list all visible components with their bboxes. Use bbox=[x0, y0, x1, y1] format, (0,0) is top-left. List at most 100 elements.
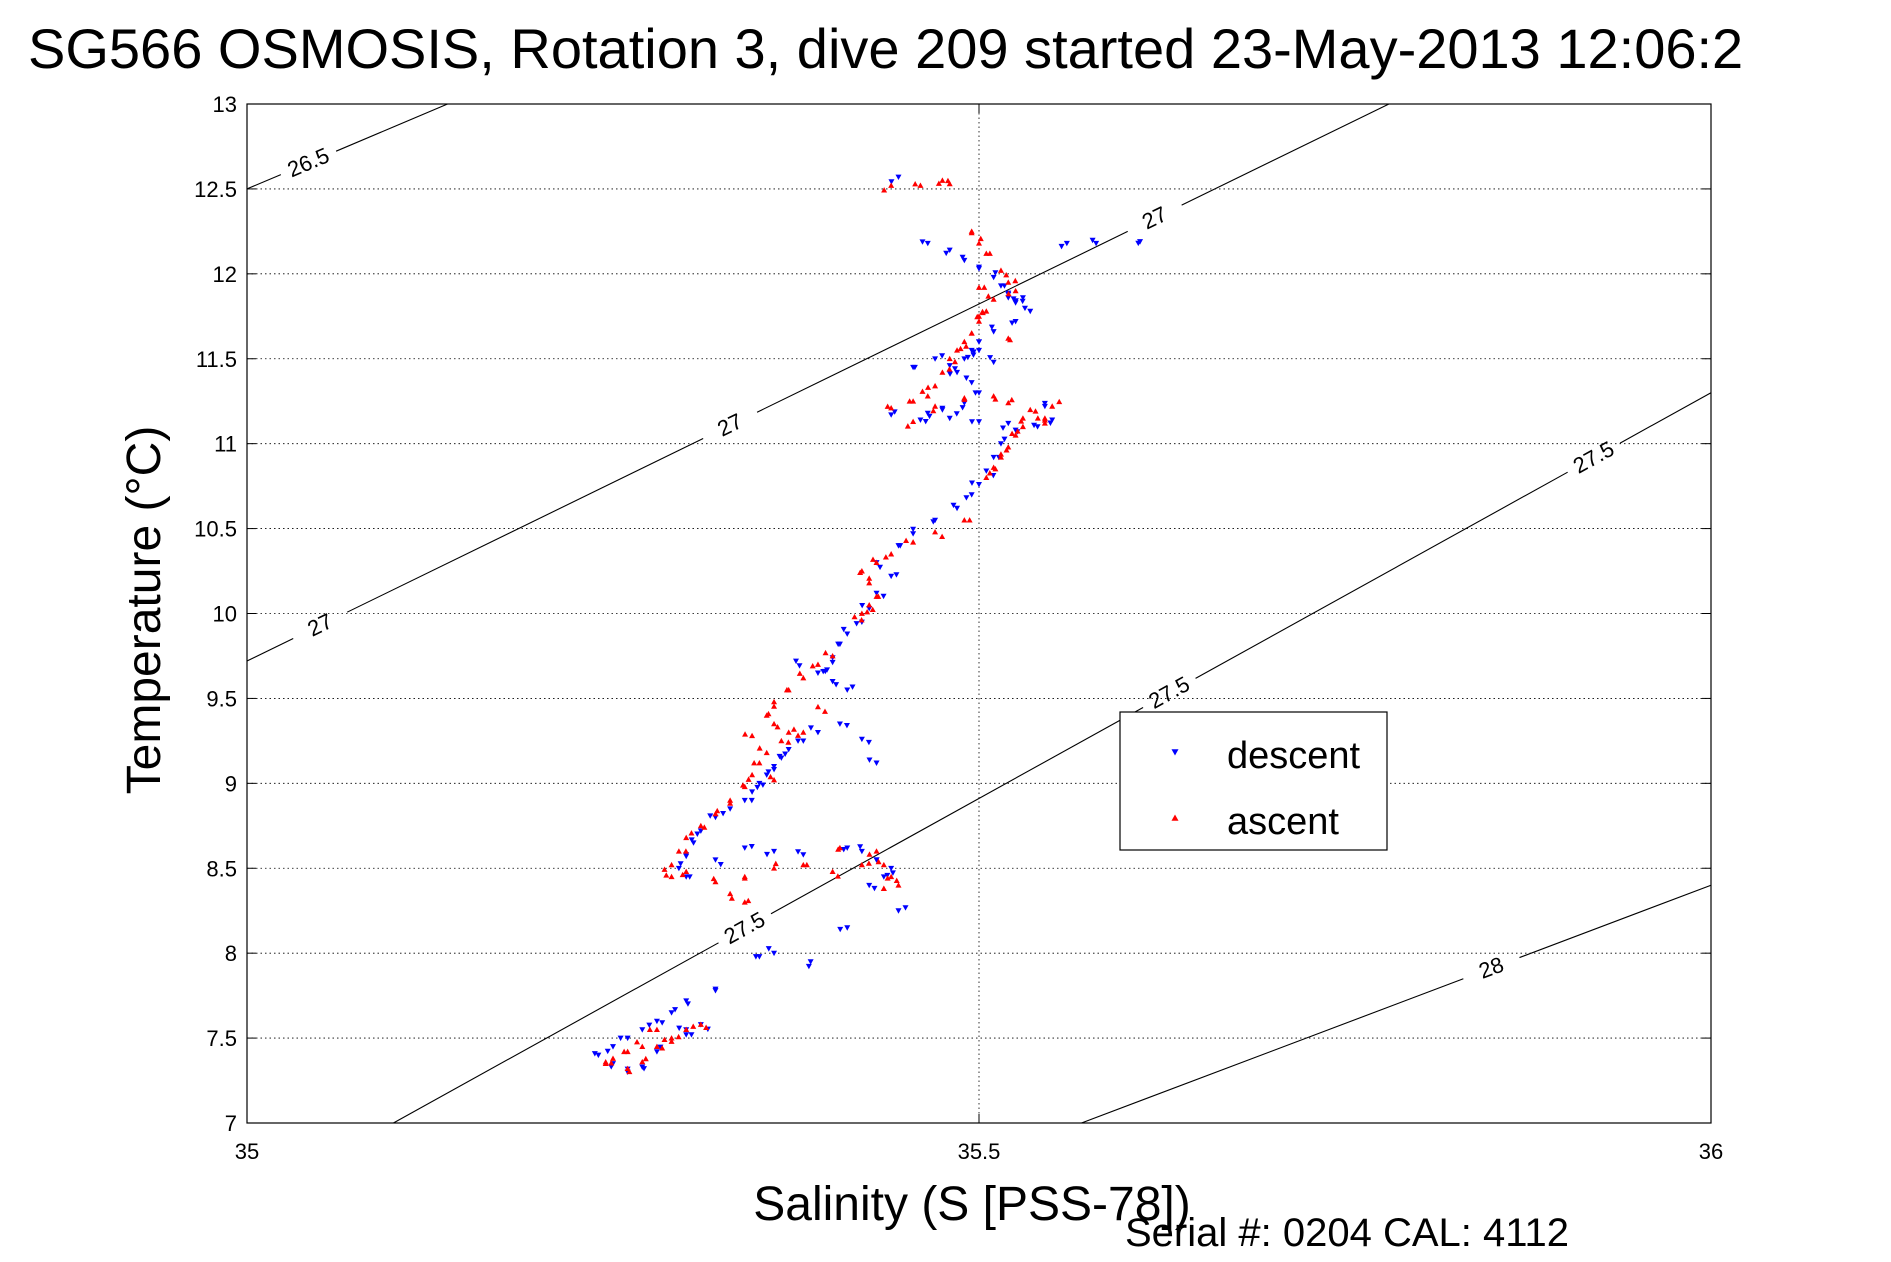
ascent-point bbox=[712, 878, 719, 885]
descent-point bbox=[849, 684, 856, 690]
ascent-point bbox=[727, 797, 734, 803]
descent-point bbox=[829, 659, 836, 666]
ascent-point bbox=[814, 661, 821, 667]
descent-point bbox=[859, 602, 866, 609]
ascent-point bbox=[977, 235, 984, 242]
legend-label-ascent: ascent bbox=[1227, 801, 1339, 843]
ascent-point bbox=[985, 293, 992, 299]
ascent-point bbox=[741, 875, 748, 881]
descent-point bbox=[672, 1007, 679, 1013]
ascent-point bbox=[626, 1068, 633, 1075]
serial-cal-footer: Serial #: 0204 CAL: 4112 bbox=[1125, 1211, 1569, 1255]
ascent-point bbox=[790, 726, 797, 732]
ascent-point bbox=[882, 554, 889, 560]
ascent-point bbox=[866, 579, 873, 586]
ascent-point bbox=[663, 872, 670, 878]
density-contour-line bbox=[1519, 884, 1712, 959]
descent-point bbox=[930, 519, 937, 525]
descent-point bbox=[591, 1051, 598, 1057]
descent-point bbox=[1058, 243, 1065, 250]
descent-point bbox=[988, 324, 995, 330]
descent-point bbox=[997, 441, 1004, 447]
density-contour-line bbox=[346, 438, 704, 613]
y-tick-label: 7.5 bbox=[206, 1026, 237, 1051]
ascent-point bbox=[783, 686, 790, 693]
descent-point bbox=[895, 174, 902, 181]
descent-point bbox=[968, 380, 975, 386]
descent-point bbox=[805, 963, 812, 970]
descent-point bbox=[688, 837, 695, 843]
descent-point bbox=[919, 239, 926, 245]
ascent-point bbox=[957, 345, 964, 352]
ascent-point bbox=[653, 1043, 660, 1049]
ascent-point bbox=[925, 384, 932, 390]
descent-point bbox=[707, 813, 714, 819]
density-contour-line bbox=[246, 174, 282, 190]
ascent-point bbox=[976, 240, 982, 246]
descent-point bbox=[976, 482, 982, 488]
density-contour-line bbox=[1195, 471, 1568, 679]
ascent-point bbox=[968, 330, 975, 336]
descent-point bbox=[741, 845, 748, 851]
descent-point bbox=[754, 784, 761, 791]
descent-point bbox=[990, 454, 997, 461]
descent-point bbox=[954, 505, 961, 512]
ascent-point bbox=[749, 771, 756, 778]
ascent-point bbox=[1008, 396, 1015, 403]
y-tick-label: 9 bbox=[225, 771, 237, 796]
descent-point bbox=[683, 853, 690, 860]
ascent-point bbox=[1027, 406, 1034, 413]
descent-point bbox=[866, 882, 873, 889]
descent-point bbox=[924, 240, 931, 247]
legend-marker-ascent-glyph bbox=[1171, 814, 1179, 821]
ascent-point bbox=[858, 861, 865, 868]
descent-point bbox=[639, 1027, 646, 1033]
descent-point bbox=[748, 843, 755, 850]
descent-point bbox=[932, 356, 939, 362]
descent-point bbox=[807, 725, 814, 731]
ascent-point bbox=[668, 1038, 675, 1044]
ascent-point bbox=[703, 1024, 710, 1030]
axis-ticks: 35 35.5 36 7 7.5 8 8.5 9 9.5 10 10.5 11 11.5 12 12.5 13 bbox=[194, 92, 1723, 1164]
descent-point bbox=[946, 247, 953, 254]
ascent-point bbox=[895, 882, 902, 888]
descent-point bbox=[888, 412, 895, 418]
descent-point bbox=[820, 669, 827, 675]
contour-label: 27.5 bbox=[1144, 671, 1194, 714]
ascent-point bbox=[1032, 408, 1039, 414]
ascent-point bbox=[795, 732, 802, 738]
descent-point bbox=[959, 405, 966, 411]
descent-point bbox=[840, 846, 847, 853]
ascent-point bbox=[880, 861, 887, 868]
ascent-point bbox=[774, 723, 781, 730]
contour-label: 27.5 bbox=[1569, 436, 1619, 479]
ascent-point bbox=[1041, 417, 1048, 423]
descent-point bbox=[720, 810, 727, 817]
ascent-point bbox=[888, 551, 895, 557]
descent-point bbox=[814, 670, 821, 676]
descent-point bbox=[853, 621, 860, 627]
ascent-point bbox=[749, 732, 756, 739]
ascent-point bbox=[829, 652, 836, 659]
ascent-point bbox=[796, 670, 803, 676]
y-tick-label: 12 bbox=[213, 262, 237, 287]
descent-point bbox=[712, 986, 719, 993]
ascent-point bbox=[668, 873, 675, 880]
descent-point bbox=[884, 872, 891, 879]
descent-point bbox=[833, 682, 840, 688]
descent-point bbox=[950, 502, 957, 509]
ascent-point bbox=[697, 1021, 704, 1027]
ascent-point bbox=[1003, 447, 1010, 453]
ascent-point bbox=[870, 556, 877, 562]
ascent-point bbox=[1018, 418, 1025, 424]
ascent-point bbox=[661, 866, 668, 872]
ascent-point bbox=[756, 759, 763, 766]
x-axis-title: Salinity (S [PSS-78]) bbox=[753, 1178, 1190, 1231]
ascent-point bbox=[821, 708, 828, 714]
descent-point bbox=[1047, 420, 1054, 426]
ascent-point bbox=[946, 366, 953, 372]
ascent-point bbox=[659, 1045, 666, 1051]
density-contour-line bbox=[770, 707, 1144, 915]
ascent-point bbox=[983, 308, 990, 314]
descent-point bbox=[880, 593, 887, 600]
